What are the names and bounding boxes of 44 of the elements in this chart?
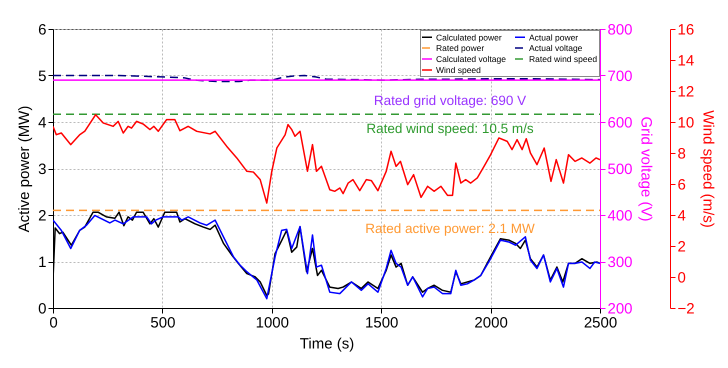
y-tick-label: 0 [38,300,46,318]
y-tick-label: 4 [38,114,46,132]
y3-tick-label: 8 [678,146,686,162]
annotation: Rated active power: 2.1 MW [365,221,536,236]
y2-tick-label: 700 [608,68,633,85]
x-tick-label: 2000 [474,314,508,332]
y-tick-label: 5 [38,68,46,85]
y2-tick-label: 400 [608,208,633,224]
legend-label: Calculated power [436,32,502,42]
y-tick-label: 2 [38,208,46,224]
y3-axis-title: Wind speed (m/s) [700,110,717,228]
y3-tick-label: 4 [678,208,686,224]
annotation: Rated wind speed: 10.5 m/s [366,121,534,136]
y3-tick-label: 0 [678,270,686,286]
y2-tick-label: 300 [608,254,633,271]
x-tick-label: 1000 [256,314,289,332]
legend-label: Wind speed [436,65,482,75]
y3-tick-label: 14 [678,52,694,70]
annotation: Rated grid voltage: 690 V [374,93,526,108]
y3-tick-label: 16 [678,22,694,38]
y-axis-title: Active power (MW) [16,106,34,232]
legend-label: Actual voltage [529,43,583,53]
y2-tick-label: 500 [608,161,633,178]
y3-tick-label: 6 [678,176,686,194]
x-tick-label: 0 [49,314,58,332]
y2-axis-title: Grid voltage (V) [638,116,655,222]
x-tick-label: 500 [150,314,176,332]
y2-tick-label: 600 [608,114,633,132]
y3-tick-label: 10 [678,114,694,132]
legend-label: Rated power [436,43,484,53]
x-tick-label: 2500 [584,314,618,332]
legend-label: Calculated voltage [436,54,506,64]
y3-tick-label: −2 [678,300,695,318]
y-tick-label: 6 [38,22,46,38]
y3-tick-label: 2 [678,238,686,256]
y-tick-label: 3 [38,161,46,178]
legend-label: Actual power [529,32,578,42]
y3-tick-label: 12 [678,84,694,100]
y2-tick-label: 800 [608,22,633,38]
y2-tick-label: 200 [608,300,633,318]
y-tick-label: 1 [38,254,46,271]
x-axis-title: Time (s) [300,336,354,352]
x-tick-label: 1500 [365,314,398,332]
legend-label: Rated wind speed [529,54,598,64]
